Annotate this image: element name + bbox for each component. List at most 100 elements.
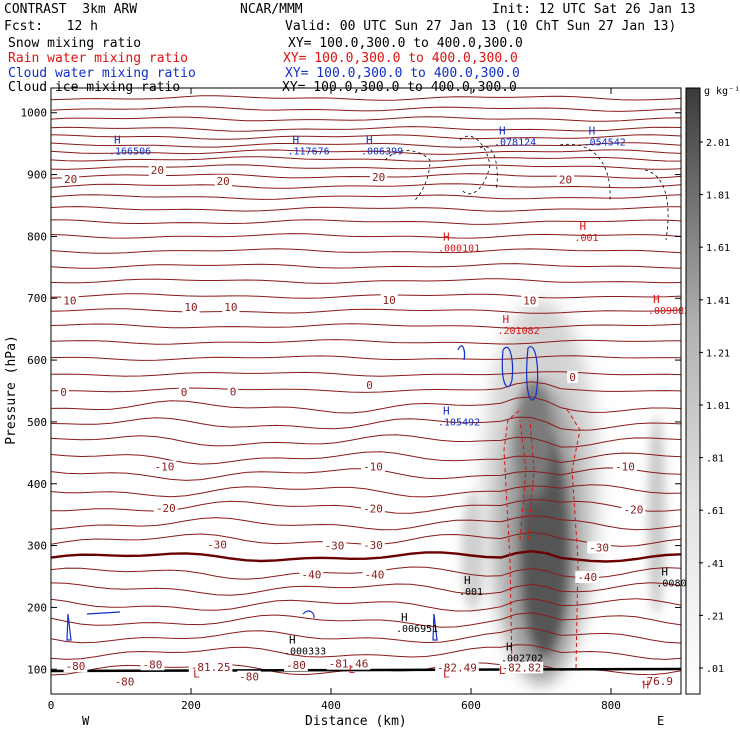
isotherm-label-bg <box>284 658 308 671</box>
isotherm-label-bg <box>62 172 80 185</box>
isotherm-label-bg <box>361 538 385 551</box>
extremum-mark: H <box>503 313 510 326</box>
colorbar-unit: g kg⁻¹ <box>704 86 740 97</box>
isotherm-label: -10 <box>154 460 174 473</box>
plot-frame <box>50 87 682 695</box>
isotherm-line <box>51 206 681 212</box>
isotherm-label-bg <box>227 385 239 398</box>
snow-shading <box>461 299 666 684</box>
isotherm-label: -80 <box>66 660 86 673</box>
isotherm-label: 20 <box>372 171 385 184</box>
isotherm-label: -20 <box>156 502 176 515</box>
extremum-value: .008037 <box>656 578 698 589</box>
y-tick-label: 200 <box>27 601 47 614</box>
isotherm-line <box>51 308 681 314</box>
rain-contour <box>527 419 535 541</box>
colorbar-ramp <box>685 87 701 695</box>
isotherm-label-bg <box>370 171 388 184</box>
isotherm-label: -82.49 <box>437 661 477 674</box>
cloud-water-contour <box>526 346 539 401</box>
colorbar-label: 2.01 <box>706 138 730 149</box>
extremum-mark: L <box>349 663 356 676</box>
extremum-value: .054542 <box>584 137 626 148</box>
colorbar-label: 1.81 <box>706 191 730 202</box>
isotherm-line <box>51 134 681 140</box>
cloud-ice-contour <box>559 143 611 201</box>
extremum-value: .0090828 <box>648 306 696 317</box>
isotherm-label: -40 <box>577 571 597 584</box>
colorbar: g kg⁻¹ .01 .21 .41 .61 .81 1.01 1.21 1.41 1.61 1.… <box>685 86 740 695</box>
isotherm-line <box>51 396 681 414</box>
extremum-mark: L <box>499 664 506 677</box>
isotherm-label: -80 <box>239 671 259 684</box>
snow-shade <box>647 414 666 615</box>
isotherm-label-bg <box>575 571 600 584</box>
isotherm-label-bg <box>521 294 539 307</box>
isotherm-line <box>51 293 681 299</box>
colorbar-label: .81 <box>706 454 724 465</box>
isotherm-line <box>51 323 681 329</box>
isotherm-label-bg <box>361 460 385 473</box>
isotherm-label-bg <box>362 568 387 581</box>
isotherm-label: -10 <box>363 460 383 473</box>
extremum-mark: H <box>293 134 300 147</box>
extremum-mark: H <box>653 293 660 306</box>
isotherm-label: -76.9 <box>640 675 673 688</box>
cloud-water-contour <box>86 611 121 615</box>
model-title: CONTRAST 3km ARW <box>4 2 138 17</box>
cloud-water-contour <box>501 346 514 388</box>
isotherm-label: -82.82 <box>502 661 542 674</box>
org-label: NCAR/MMM <box>240 2 303 17</box>
isotherm-line <box>51 142 681 148</box>
x-tick-label: 600 <box>461 699 481 712</box>
isotherm-label-bg <box>364 378 375 391</box>
cloud-contours <box>66 135 669 669</box>
isotherm-label-bg <box>182 300 200 313</box>
isotherm-line <box>51 339 681 345</box>
extremum-mark: H <box>499 124 506 137</box>
isotherm-label-bg <box>140 658 165 671</box>
isotherm-label: -30 <box>363 539 383 552</box>
isotherm-line <box>51 451 681 465</box>
snow-shade <box>461 491 486 612</box>
y-tick-label: 800 <box>27 230 47 243</box>
colorbar-label: 1.41 <box>706 296 730 307</box>
cloud-ice-contour <box>479 146 498 191</box>
isotherm-label: 20 <box>217 175 230 188</box>
y-tick-label: 1000 <box>21 107 48 120</box>
isotherm-line <box>51 515 681 531</box>
surface-line <box>51 667 681 673</box>
isotherm-label: -80 <box>143 658 163 671</box>
extremum-mark: H <box>506 641 513 654</box>
isotherm-label-bg <box>237 670 261 683</box>
isotherm-label-bg <box>112 675 137 688</box>
isotherm-label: -80 <box>286 659 306 672</box>
east-end-label: E <box>657 714 664 728</box>
extremum-value: .117676 <box>288 147 330 158</box>
isotherm-label-bg <box>299 568 324 581</box>
isotherm-line <box>51 183 681 189</box>
colorbar-label: 1.01 <box>706 401 730 412</box>
isotherm-line <box>51 416 681 431</box>
isotherm-label-bg <box>380 294 398 307</box>
isotherm-label: -20 <box>363 502 383 515</box>
isotherm-line <box>51 248 681 254</box>
x-tick-label: 800 <box>601 699 621 712</box>
isotherm-label-bg <box>621 503 646 516</box>
colorbar-label: .01 <box>706 664 724 675</box>
isotherm-line <box>51 381 681 393</box>
isotherm-label: 20 <box>559 174 572 187</box>
colorbar-label: 1.21 <box>706 348 730 359</box>
extremum-value: .000101 <box>438 244 480 255</box>
isotherm-label-bg <box>587 541 611 554</box>
isotherm-line <box>51 278 681 284</box>
init-time: Init: 12 UTC Sat 26 Jan 13 <box>492 2 696 17</box>
isotherm-line <box>51 263 681 269</box>
isotherm-label-bg <box>153 501 178 514</box>
isotherm-label-bg <box>58 386 69 399</box>
isotherm-line <box>51 106 681 112</box>
isotherm-label-bg <box>63 660 88 673</box>
isotherm-label: 20 <box>151 164 164 177</box>
colorbar-label: .21 <box>706 611 724 622</box>
isotherm-label-bg <box>638 675 675 688</box>
